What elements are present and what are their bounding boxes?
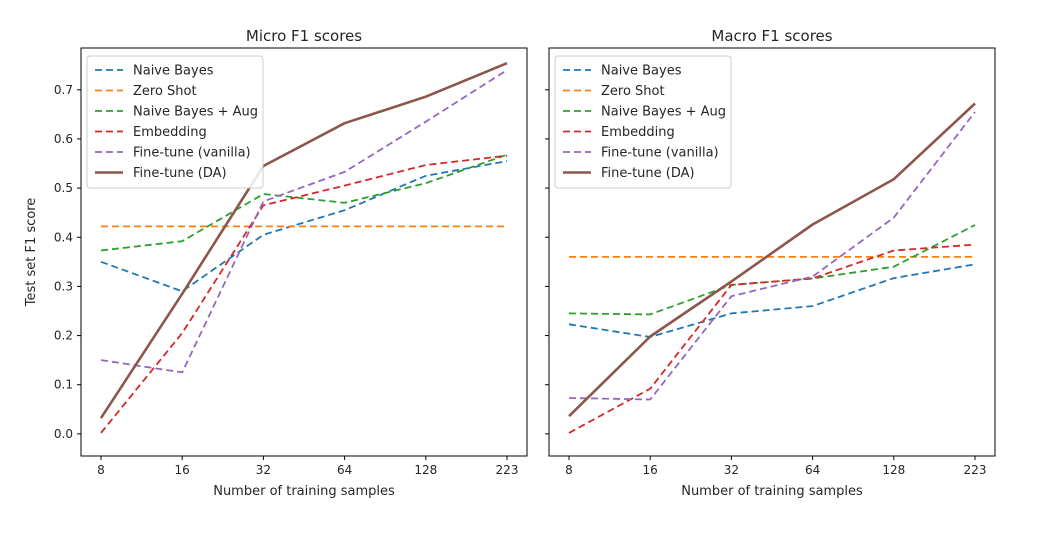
series-line-naive-bayes (568, 263, 976, 338)
legend-label: Naive Bayes + Aug (601, 105, 726, 120)
x-tick-label: 128 (414, 463, 437, 477)
y-axis-label: Test set F1 score (24, 198, 39, 308)
legend-label: Embedding (133, 125, 207, 140)
legend-label: Fine-tune (DA) (601, 166, 695, 181)
legend-box (554, 55, 732, 189)
chart-title: Macro F1 scores (711, 27, 832, 45)
legend: Naive Bayes Zero Shot Naive Bayes + Aug Emb… (554, 55, 732, 189)
series-line-finetune-da (99, 61, 508, 419)
chart-title: Micro F1 scores (246, 27, 362, 45)
series-line-finetune-da (568, 102, 976, 418)
legend-box (86, 55, 264, 189)
x-tick-label: 64 (805, 463, 820, 477)
x-tick-label: 8 (97, 463, 105, 477)
y-tick-label: 0.1 (54, 378, 73, 392)
x-axis-label: Number of training samples (213, 484, 395, 499)
x-tick-label: 16 (643, 463, 658, 477)
y-tick-label: 0.0 (54, 427, 73, 441)
chart-panel-2: Macro F1 scores 8 16 32 64 128 223 Number of tr… (545, 27, 996, 499)
plot-frame (548, 47, 996, 457)
y-tick-label: 0.3 (54, 279, 73, 293)
plot-frame (80, 47, 528, 457)
y-tick-label: 0.7 (54, 83, 73, 97)
x-tick-label: 32 (256, 463, 271, 477)
x-tick-label: 32 (724, 463, 739, 477)
series-line-naive-bayes-aug (568, 224, 976, 316)
legend-label: Zero Shot (601, 84, 665, 99)
legend-label: Zero Shot (133, 84, 197, 99)
x-tick-label: 223 (964, 463, 987, 477)
x-tick-label: 16 (175, 463, 190, 477)
x-tick-label: 128 (882, 463, 905, 477)
x-axis-label: Number of training samples (681, 484, 863, 499)
y-tick-label: 0.2 (54, 329, 73, 343)
legend-label: Fine-tune (vanilla) (133, 146, 251, 161)
x-tick-label: 8 (565, 463, 573, 477)
series-line-embedding (568, 243, 976, 434)
series-line-naive-bayes-aug (100, 153, 508, 252)
chart-panel-1: Micro F1 scores 8 16 32 64 128 223 0.0 0.1 0.2 0.3… (24, 27, 528, 499)
y-tick-label: 0.4 (54, 230, 73, 244)
x-tick-label: 223 (496, 463, 519, 477)
legend-label: Naive Bayes + Aug (133, 105, 258, 120)
legend: Naive Bayes Zero Shot Naive Bayes + Aug Emb… (86, 55, 264, 189)
legend-label: Fine-tune (vanilla) (601, 146, 719, 161)
legend-label: Fine-tune (DA) (133, 166, 227, 181)
y-tick-label: 0.6 (54, 132, 73, 146)
series-line-finetune-vanilla (100, 69, 508, 374)
legend-label: Naive Bayes (133, 64, 214, 79)
series-line-finetune-vanilla (568, 111, 976, 401)
series-line-embedding (100, 154, 508, 434)
series-line-naive-bayes (100, 160, 508, 293)
legend-label: Embedding (601, 125, 675, 140)
x-tick-label: 64 (337, 463, 352, 477)
y-tick-label: 0.5 (54, 181, 73, 195)
legend-label: Naive Bayes (601, 64, 682, 79)
